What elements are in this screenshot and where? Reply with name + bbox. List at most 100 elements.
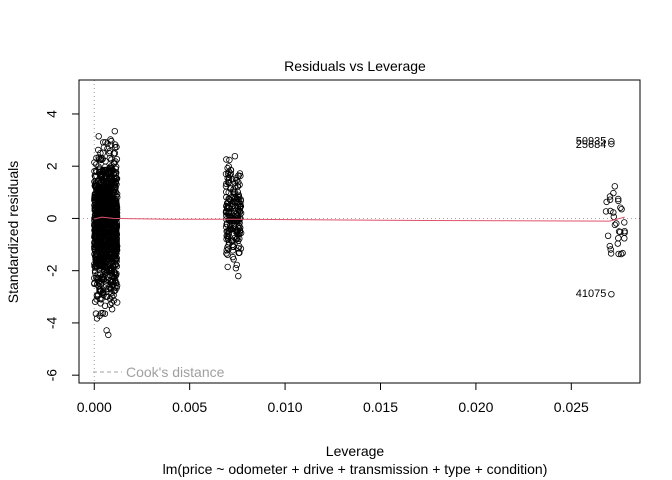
data-point — [223, 250, 230, 257]
data-point — [91, 193, 99, 200]
data-point — [108, 137, 115, 145]
labeled-data-point — [608, 140, 615, 148]
data-point — [107, 227, 114, 234]
y-tick-label: 0 — [44, 214, 60, 222]
data-point — [615, 234, 622, 242]
x-tick-label: 0.015 — [363, 399, 398, 415]
data-point — [237, 215, 244, 222]
data-point — [93, 239, 100, 247]
data-point — [110, 199, 117, 206]
data-point — [621, 219, 628, 226]
data-point — [229, 253, 236, 261]
data-point — [103, 276, 111, 283]
data-point — [603, 198, 610, 206]
data-point — [615, 197, 622, 205]
data-point — [606, 196, 614, 203]
data-point — [107, 259, 114, 266]
data-points — [91, 127, 628, 339]
data-point — [93, 226, 101, 234]
data-point — [96, 295, 104, 302]
x-axis-label: Leverage — [326, 443, 385, 459]
data-point — [108, 299, 115, 306]
data-point — [106, 193, 113, 201]
x-tick-label: 0.020 — [458, 399, 493, 415]
data-point — [105, 331, 112, 339]
data-point — [236, 249, 243, 256]
data-point — [232, 236, 240, 243]
reference-lines — [79, 80, 640, 383]
data-point — [231, 183, 239, 190]
data-point — [237, 229, 245, 237]
plot-box — [78, 79, 641, 384]
data-point — [107, 186, 114, 193]
data-point — [103, 166, 111, 173]
data-point — [108, 251, 115, 259]
data-point — [112, 209, 119, 216]
data-point — [230, 225, 237, 232]
data-point — [621, 227, 628, 235]
data-point — [113, 175, 120, 183]
data-point — [92, 178, 99, 185]
x-tick-label: 0.000 — [77, 399, 112, 415]
data-point — [615, 195, 622, 203]
labeled-data-point — [608, 290, 615, 298]
data-point — [103, 177, 110, 185]
data-point — [97, 149, 104, 157]
data-point — [607, 246, 614, 253]
data-point — [95, 169, 103, 176]
data-point — [113, 270, 120, 277]
data-point — [607, 250, 615, 257]
data-point — [97, 240, 104, 248]
data-point — [100, 276, 107, 283]
data-point — [92, 264, 99, 271]
data-point — [233, 261, 240, 269]
data-point — [95, 292, 102, 299]
data-point — [112, 252, 119, 260]
y-tick-label: 4 — [44, 110, 60, 118]
data-point — [606, 242, 613, 250]
data-point — [226, 156, 233, 164]
data-point — [112, 179, 119, 187]
data-point — [606, 193, 614, 200]
data-point — [100, 291, 107, 299]
data-point — [611, 221, 619, 229]
y-tick-label: -2 — [44, 264, 60, 277]
y-tick-label: -4 — [44, 316, 60, 329]
smoother-path — [94, 216, 625, 222]
data-point — [104, 195, 112, 203]
data-point — [102, 158, 109, 165]
data-point — [235, 191, 242, 199]
x-tick-label: 0.005 — [172, 399, 207, 415]
data-point — [235, 196, 242, 203]
data-point — [225, 245, 232, 253]
data-point — [113, 222, 121, 229]
data-point — [234, 205, 241, 212]
data-point — [225, 198, 232, 206]
data-point — [111, 246, 118, 254]
x-axis: 0.000 0.005 0.010 0.015 0.020 0.025 — [77, 382, 589, 415]
data-point — [95, 133, 102, 140]
data-point — [94, 146, 102, 154]
data-point — [92, 199, 99, 206]
data-point — [111, 149, 119, 157]
data-point — [227, 197, 234, 204]
data-point — [231, 152, 239, 160]
data-point — [113, 243, 121, 250]
data-point — [619, 249, 626, 257]
data-point — [111, 127, 118, 135]
data-point — [229, 188, 237, 195]
data-point — [98, 260, 105, 267]
data-point — [92, 274, 100, 281]
data-point — [96, 274, 104, 282]
data-point — [93, 250, 101, 257]
data-point — [225, 163, 232, 170]
data-point — [615, 250, 622, 258]
data-point — [112, 226, 119, 233]
data-point — [227, 166, 234, 174]
data-point — [99, 149, 107, 157]
data-point — [107, 141, 115, 149]
data-point — [227, 217, 235, 224]
data-point — [235, 272, 242, 280]
data-point — [106, 261, 114, 269]
data-point — [230, 198, 237, 206]
